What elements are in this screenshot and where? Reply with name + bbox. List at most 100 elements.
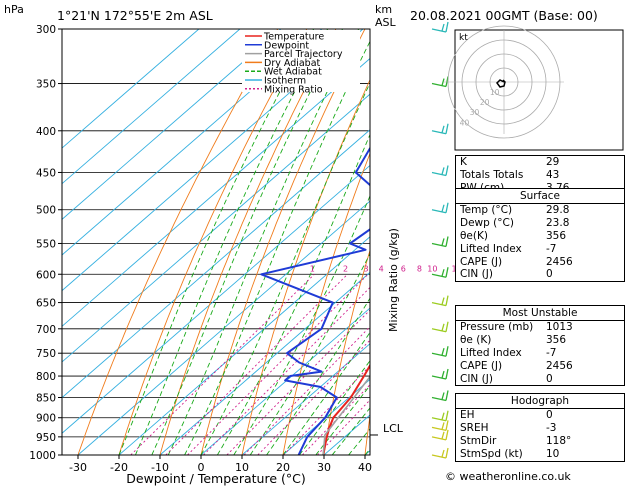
temperature-tick-label: 0 bbox=[198, 461, 205, 474]
pressure-tick-label: 850 bbox=[36, 392, 56, 404]
pressure-tick-label: 500 bbox=[36, 205, 56, 217]
wind-barb-flag bbox=[445, 267, 449, 278]
wind-barb bbox=[431, 242, 447, 248]
index-label: CAPE (J) bbox=[460, 359, 503, 372]
index-row: StmSpd (kt) 10 bbox=[456, 448, 624, 461]
index-value: -7 bbox=[546, 242, 557, 255]
mixing-ratio-line bbox=[203, 286, 370, 455]
isotherm-line bbox=[62, 29, 200, 149]
index-row: Totals Totals 43 bbox=[456, 169, 624, 182]
wet-adiabat-line bbox=[331, 407, 370, 455]
dry-adiabat-line bbox=[200, 29, 366, 455]
mixing-ratio-label: 2 bbox=[343, 264, 348, 273]
wind-barb bbox=[431, 301, 447, 307]
dry-adiabat-line bbox=[241, 78, 370, 455]
hodograph-ring-label: 30 bbox=[470, 108, 480, 117]
isotherm-line bbox=[62, 57, 370, 327]
index-row: CAPE (J) 2456 bbox=[456, 360, 624, 373]
wet-adiabat-line bbox=[217, 133, 370, 455]
temperature-tick-label: 20 bbox=[276, 461, 290, 474]
pressure-tick-label: 450 bbox=[36, 167, 56, 179]
index-value: 2456 bbox=[546, 255, 573, 268]
pressure-tick-label: 650 bbox=[36, 298, 56, 310]
wind-barb-flag bbox=[445, 165, 449, 176]
surface-table: Surface Temp (°C) 29.8 Dewp (°C) 23.8 θe(K) 3… bbox=[455, 188, 625, 283]
wet-adiabat-line bbox=[233, 194, 370, 455]
x-axis-label: Dewpoint / Temperature (°C) bbox=[126, 471, 305, 486]
index-label: EH bbox=[460, 409, 475, 421]
pressure-tick-label: 350 bbox=[36, 79, 56, 91]
wind-barb-flag bbox=[445, 420, 449, 431]
index-label: Pressure (mb) bbox=[460, 321, 534, 333]
wind-barb bbox=[431, 436, 447, 441]
index-value: 0 bbox=[546, 372, 553, 385]
isotherm-line bbox=[62, 129, 370, 399]
isotherm-line bbox=[62, 29, 323, 256]
dry-adiabat-line bbox=[77, 29, 279, 455]
wind-barb bbox=[431, 328, 447, 333]
index-row: Lifted Index -7 bbox=[456, 243, 624, 256]
hodograph-ring-label: 10 bbox=[490, 88, 500, 97]
legend-entry: Isotherm bbox=[264, 76, 306, 87]
index-row: Dewp (°C) 23.8 bbox=[456, 217, 624, 230]
wind-barb-flag bbox=[441, 167, 445, 175]
wind-barb-flag bbox=[441, 449, 445, 458]
index-label: Dewp (°C) bbox=[460, 216, 514, 229]
wind-barb-flag bbox=[441, 370, 445, 379]
mixing-ratio-line bbox=[257, 339, 370, 455]
wind-barb-flag bbox=[441, 392, 445, 400]
index-row: Lifted Index -7 bbox=[456, 347, 624, 360]
wind-barb-flag bbox=[441, 422, 445, 430]
wind-barb bbox=[431, 82, 447, 88]
temperature-tick-label: -20 bbox=[110, 461, 128, 474]
wind-barb-flag bbox=[445, 410, 449, 421]
isotherm-line bbox=[200, 307, 370, 455]
wind-barb-flag bbox=[445, 236, 449, 247]
wind-barb-flag bbox=[441, 204, 445, 212]
index-label: K bbox=[460, 156, 467, 168]
pressure-tick-label: 600 bbox=[36, 269, 56, 281]
mixing-ratio-line bbox=[130, 273, 315, 455]
pressure-tick-label: 400 bbox=[36, 126, 56, 138]
dry-adiabat-line bbox=[118, 29, 308, 455]
wet-adiabat-line bbox=[134, 29, 329, 455]
pressure-tick-label: 950 bbox=[36, 432, 56, 444]
index-label: Lifted Index bbox=[460, 242, 522, 255]
wind-barb-flag bbox=[445, 390, 449, 401]
hodograph-ring-label: 40 bbox=[460, 118, 470, 127]
pressure-tick-label: 900 bbox=[36, 413, 56, 425]
legend-entry: Dewpoint bbox=[264, 40, 309, 51]
mixing-ratio-line bbox=[283, 365, 370, 455]
legend-entry: Dry Adiabat bbox=[264, 58, 321, 69]
wind-barb bbox=[431, 171, 447, 177]
index-value: 118° bbox=[546, 434, 572, 447]
pressure-tick-label: 800 bbox=[36, 371, 56, 383]
wet-adiabat-line bbox=[249, 252, 370, 455]
parcel-trajectory-line bbox=[322, 375, 370, 455]
wind-barb-flag bbox=[445, 202, 449, 213]
index-label: StmDir bbox=[460, 434, 497, 447]
index-row: CIN (J) 0 bbox=[456, 268, 624, 281]
isotherm-line bbox=[62, 93, 370, 363]
index-label: CIN (J) bbox=[460, 268, 493, 281]
index-row: Pressure (mb) 1013 bbox=[456, 321, 624, 334]
index-row: SREH -3 bbox=[456, 422, 624, 435]
index-label: CIN (J) bbox=[460, 372, 493, 385]
isotherm-line bbox=[77, 200, 370, 455]
wind-barb-flag bbox=[445, 368, 449, 380]
legend-entry: Parcel Trajectory bbox=[264, 49, 343, 60]
index-value: 10 bbox=[546, 447, 560, 460]
wet-adiabat-line bbox=[118, 29, 315, 455]
mixing-ratio-line bbox=[187, 273, 369, 455]
wind-barb-flag bbox=[441, 323, 445, 331]
datetime: 20.08.2021 00GMT (Base: 00) bbox=[410, 8, 598, 23]
most-unstable-table: Most Unstable Pressure (mb) 1013 θe (K) 356… bbox=[455, 305, 625, 387]
wind-barb bbox=[431, 396, 447, 402]
isotherm-line bbox=[62, 29, 282, 220]
km-label: km bbox=[375, 3, 392, 16]
mixing-ratio-label: 10 bbox=[427, 264, 437, 273]
index-label: Lifted Index bbox=[460, 346, 522, 359]
index-value: 29 bbox=[546, 156, 560, 168]
pressure-tick-label: 750 bbox=[36, 348, 56, 360]
